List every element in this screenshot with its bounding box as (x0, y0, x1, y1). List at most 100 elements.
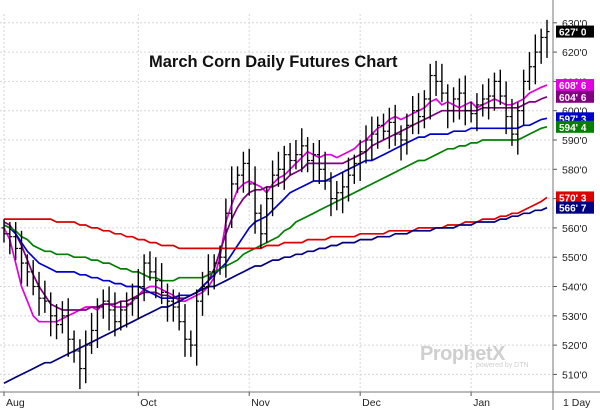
price-bar (54, 304, 60, 340)
price-bar (252, 166, 258, 234)
price-bar (7, 222, 13, 255)
price-bar (386, 107, 392, 149)
price-bar (223, 198, 229, 278)
x-tick-label: Aug (6, 397, 25, 409)
value-label-text: 608' 6 (559, 81, 587, 92)
x-tick-label: Oct (140, 397, 156, 409)
price-bar (316, 140, 322, 184)
price-bar (89, 312, 95, 354)
series-line (3, 96, 548, 311)
x-tick-label: Jan (473, 397, 490, 409)
price-bar (30, 260, 36, 296)
price-bar (48, 292, 54, 337)
price-bar (270, 160, 276, 217)
price-bar (305, 137, 311, 173)
price-bar (544, 19, 550, 58)
price-bar (65, 298, 71, 357)
price-bar (100, 289, 106, 319)
y-tick-label: 590'0 (562, 135, 588, 147)
price-bar (124, 292, 130, 328)
x-tick-label: Nov (251, 397, 270, 409)
price-bar (229, 166, 235, 228)
chart-title: March Corn Daily Futures Chart (149, 53, 398, 71)
y-tick-label: 580'0 (562, 164, 588, 176)
price-bar (71, 330, 77, 363)
value-label-bg (556, 90, 594, 103)
price-bar (135, 268, 141, 319)
price-bar (159, 263, 165, 305)
value-label: 566' 7 (556, 201, 594, 215)
price-bar (421, 90, 427, 129)
watermark-brand: ProphetX (420, 343, 505, 365)
y-tick-label: 620'0 (562, 47, 588, 59)
price-bar (112, 292, 118, 337)
price-bar (200, 271, 206, 316)
x-tick-label: Dec (362, 397, 381, 409)
price-bar (310, 142, 316, 182)
price-bar (235, 166, 241, 193)
price-bar (42, 280, 48, 313)
y-tick-label: 560'0 (562, 223, 588, 235)
price-bar (19, 230, 25, 284)
value-label-text: 570' 3 (559, 193, 587, 204)
price-bar (328, 172, 334, 217)
price-bar (398, 125, 404, 161)
price-bar (264, 186, 270, 243)
value-label-bg (556, 201, 594, 214)
price-bar (246, 148, 252, 196)
y-tick-label: 520'0 (562, 340, 588, 352)
price-bar (13, 222, 19, 261)
price-bar (211, 254, 217, 290)
value-label-text: 627' 0 (559, 28, 587, 39)
price-bar (153, 257, 159, 299)
price-bar (363, 125, 369, 164)
value-label: 627' 0 (556, 25, 594, 39)
price-bar (392, 104, 398, 146)
value-label-bg (556, 25, 594, 38)
value-label: 604' 6 (556, 90, 594, 104)
series-line (3, 117, 548, 300)
series-line (3, 206, 548, 384)
price-bar (474, 93, 480, 132)
price-bar (293, 140, 299, 170)
price-bar (451, 87, 457, 123)
price-bar (106, 286, 112, 331)
price-bar (497, 69, 503, 105)
series-line (4, 196, 548, 250)
price-bar (427, 63, 433, 120)
value-label: 570' 3 (556, 191, 594, 204)
price-bar (176, 292, 182, 331)
price-bar (299, 128, 305, 173)
price-bar (439, 63, 445, 102)
price-bar (205, 254, 211, 296)
price-bar (538, 28, 544, 64)
price-bar (194, 289, 200, 366)
price-bar (515, 101, 521, 155)
price-bar (322, 151, 328, 190)
price-bar (94, 298, 100, 349)
value-label-bg (556, 79, 594, 92)
price-bar (77, 339, 83, 390)
price-bar (532, 34, 538, 85)
price-bar (509, 98, 515, 146)
price-bar (118, 301, 124, 331)
price-bars (1, 19, 550, 390)
price-bar (188, 330, 194, 357)
value-label-text: 604' 6 (559, 93, 587, 104)
y-tick-label: 540'0 (562, 282, 588, 294)
price-bar (83, 330, 89, 384)
price-bar (503, 81, 509, 135)
price-bar (416, 93, 422, 135)
price-bar (59, 301, 65, 334)
price-bar (258, 204, 264, 249)
price-bar (486, 78, 492, 120)
y-tick-label: 510'0 (562, 369, 588, 381)
series-line (3, 84, 548, 323)
price-bar (468, 101, 474, 123)
price-bar (521, 69, 527, 126)
price-bar (445, 84, 451, 129)
price-bar (36, 271, 42, 316)
price-bar (281, 145, 287, 190)
